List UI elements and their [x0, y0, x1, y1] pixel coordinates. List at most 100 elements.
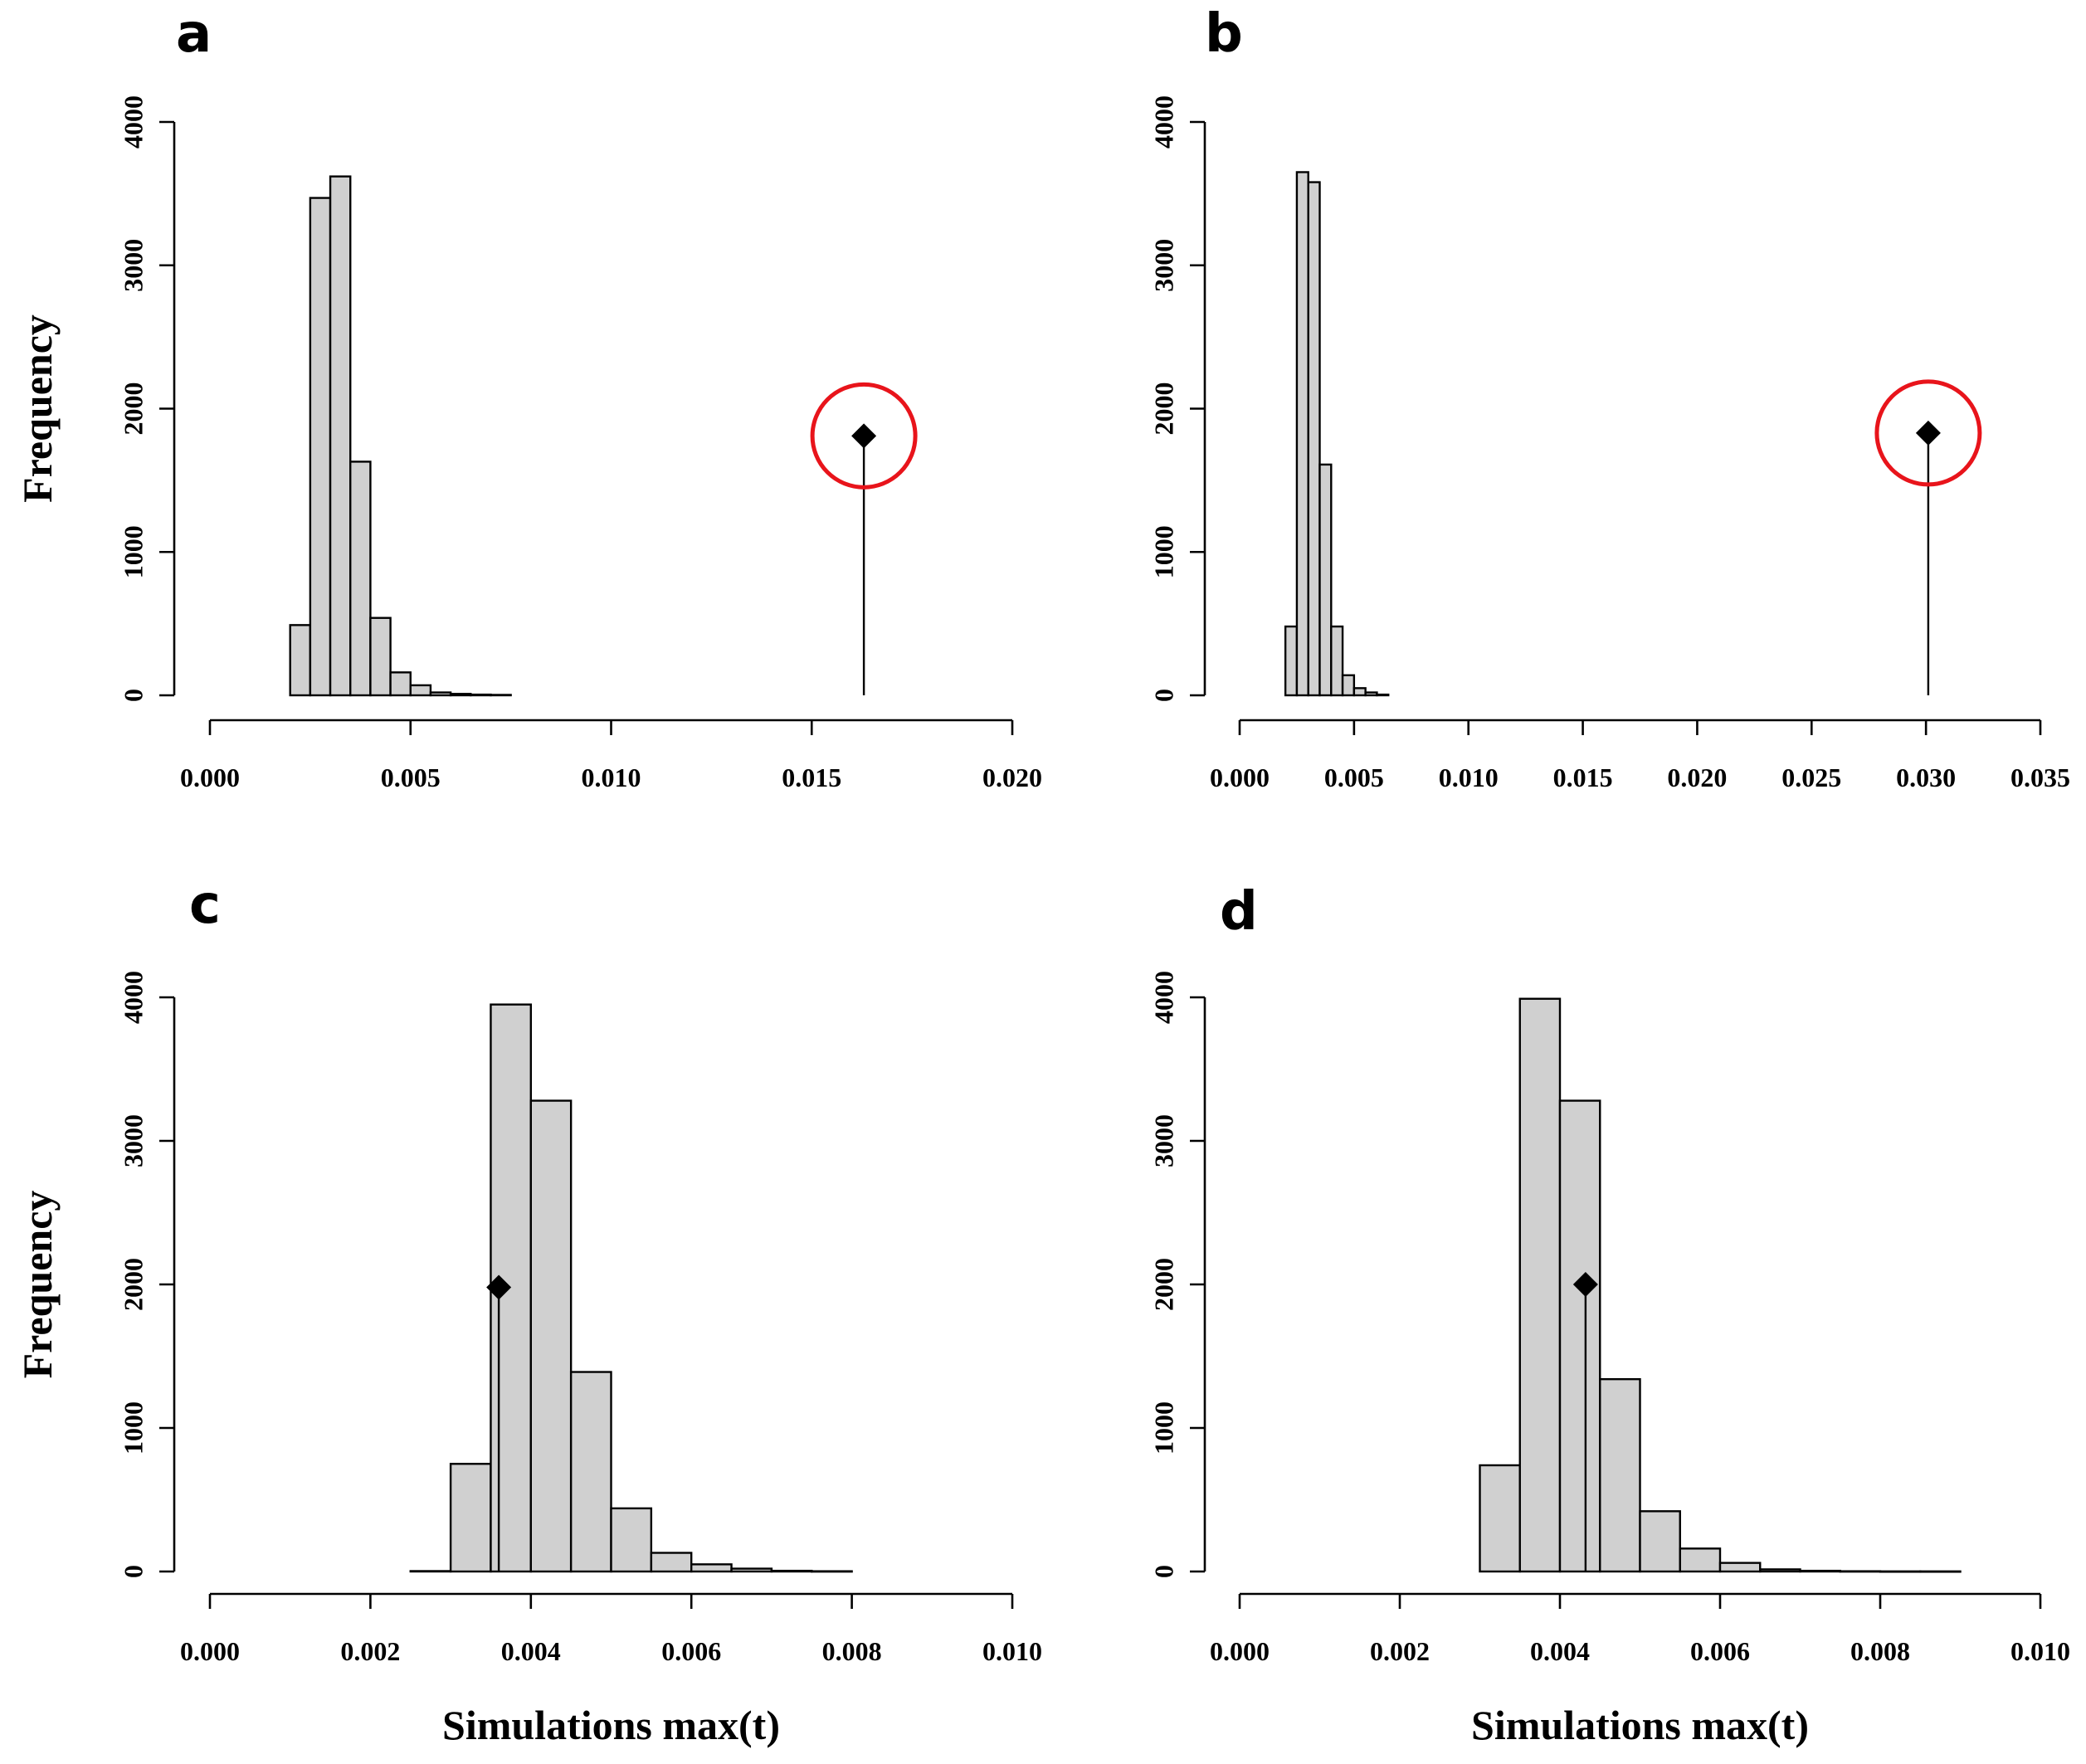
- x-tick-label: 0.025: [1781, 763, 1841, 792]
- histogram-bar: [349, 460, 372, 697]
- panel-d: d 0 1000 2000 3000 4000 0.000 0.002 0.004 0.006 0.…: [1148, 881, 2070, 1748]
- histogram-bar: [1718, 1562, 1762, 1573]
- observed-marker: [486, 1274, 512, 1300]
- x-tick-label: 0.004: [501, 1636, 561, 1666]
- panel-label: b: [1205, 3, 1243, 65]
- x-tick-label: 0.004: [1530, 1636, 1590, 1666]
- histogram-bar: [1318, 463, 1333, 697]
- y-tick-label: 0: [118, 689, 148, 702]
- x-tick-label: 0.006: [661, 1636, 721, 1666]
- panel-a: a 0 1000 2000 3000 4000 0.000 0.005 0.010 0.015 0.…: [14, 3, 1042, 792]
- histogram-bar: [529, 1099, 573, 1573]
- y-tick-label: 3000: [118, 1114, 148, 1167]
- x-tick-label: 0.015: [1553, 763, 1613, 792]
- x-tick-label: 0.005: [1324, 763, 1384, 792]
- observed-marker: [1915, 420, 1941, 446]
- histogram-bar: [1759, 1568, 1801, 1573]
- histogram-bar: [369, 616, 392, 697]
- x-tick-label: 0.020: [982, 763, 1042, 792]
- panel-label: a: [176, 3, 212, 65]
- x-axis-title: Simulations max(t): [442, 1702, 780, 1748]
- histogram-bar: [1679, 1547, 1722, 1573]
- y-tick-label: 4000: [1148, 95, 1178, 149]
- panel-c: c 0 1000 2000 3000 4000 0.000 0.002 0.004 0.006 0.…: [14, 875, 1042, 1748]
- x-tick-label: 0.000: [180, 1636, 240, 1666]
- x-tick-label: 0.015: [782, 763, 841, 792]
- x-tick-label: 0.010: [1439, 763, 1499, 792]
- x-tick-label: 0.005: [381, 763, 441, 792]
- y-tick-label: 2000: [118, 383, 148, 436]
- histogram-bar: [1352, 687, 1367, 697]
- panel-b: b 0 1000 2000 3000 4000 0.000 0.005 0.010 0.015 0.…: [1148, 3, 2070, 792]
- histogram-bar: [1376, 693, 1390, 697]
- x-tick-label: 0.000: [1210, 1636, 1270, 1666]
- y-axis-title: Frequency: [14, 1191, 61, 1379]
- observed-marker: [851, 423, 877, 449]
- x-tick-label: 0.006: [1690, 1636, 1750, 1666]
- x-tick-label: 0.000: [180, 763, 240, 792]
- histogram-bar: [1639, 1510, 1681, 1573]
- x-tick-label: 0.000: [1210, 763, 1270, 792]
- histogram-bar: [610, 1507, 653, 1573]
- x-tick-label: 0.010: [2010, 1636, 2070, 1666]
- y-tick-label: 4000: [118, 95, 148, 149]
- y-tick-label: 3000: [1148, 1114, 1178, 1167]
- panel-label: c: [189, 875, 221, 936]
- histogram-bar: [449, 693, 472, 697]
- histogram-bar: [1799, 1569, 1841, 1573]
- y-tick-label: 2000: [1148, 383, 1178, 436]
- y-tick-label: 0: [1148, 1565, 1178, 1578]
- highlight-circle: [1874, 379, 1982, 487]
- x-tick-label: 0.010: [982, 1636, 1042, 1666]
- y-tick-label: 4000: [1148, 971, 1178, 1024]
- histogram-bar: [1518, 997, 1562, 1573]
- histogram-bar: [329, 175, 352, 697]
- y-tick-label: 0: [1148, 689, 1178, 702]
- histogram-bar: [289, 624, 312, 697]
- x-tick-label: 0.002: [1370, 1636, 1430, 1666]
- histogram-bar: [1341, 674, 1356, 697]
- histogram-bar: [569, 1371, 612, 1573]
- histogram-bar: [309, 197, 332, 697]
- histogram-bar: [1479, 1464, 1521, 1573]
- panel-label: d: [1220, 881, 1258, 943]
- y-tick-label: 0: [118, 1565, 148, 1578]
- highlight-circle: [810, 382, 918, 490]
- histogram-bar: [409, 1570, 452, 1573]
- y-tick-label: 4000: [118, 971, 148, 1024]
- observed-marker: [1572, 1272, 1598, 1297]
- y-tick-label: 1000: [118, 525, 148, 578]
- y-tick-label: 1000: [118, 1401, 148, 1455]
- histogram-bar: [389, 671, 412, 697]
- histogram-bar: [1558, 1099, 1601, 1573]
- x-axis-title: Simulations max(t): [1471, 1702, 1809, 1748]
- histogram-bar: [470, 693, 492, 697]
- y-tick-label: 3000: [1148, 239, 1178, 292]
- histogram-bar: [770, 1569, 813, 1573]
- histogram-bar: [1364, 691, 1378, 697]
- x-tick-label: 0.035: [2010, 763, 2070, 792]
- histogram-bar: [690, 1563, 733, 1573]
- x-tick-label: 0.002: [340, 1636, 400, 1666]
- histogram-bar: [449, 1463, 492, 1573]
- x-tick-label: 0.020: [1667, 763, 1727, 792]
- histogram-bar: [1599, 1377, 1641, 1573]
- histogram-bar: [409, 684, 432, 697]
- y-tick-label: 3000: [118, 239, 148, 292]
- histogram-bar: [490, 694, 512, 697]
- y-tick-label: 2000: [1148, 1258, 1178, 1311]
- y-axis-title: Frequency: [14, 314, 61, 503]
- x-tick-label: 0.010: [582, 763, 641, 792]
- histogram-bar: [1284, 625, 1299, 697]
- x-tick-label: 0.008: [822, 1636, 882, 1666]
- y-tick-label: 2000: [118, 1258, 148, 1311]
- histogram-bar: [1295, 171, 1309, 697]
- histogram-bar: [429, 691, 452, 697]
- x-tick-label: 0.030: [1896, 763, 1956, 792]
- y-tick-label: 1000: [1148, 525, 1178, 578]
- histogram-bar: [1307, 181, 1321, 697]
- histogram-bar: [650, 1552, 693, 1573]
- y-tick-label: 1000: [1148, 1401, 1178, 1455]
- histogram-bar: [1330, 625, 1344, 697]
